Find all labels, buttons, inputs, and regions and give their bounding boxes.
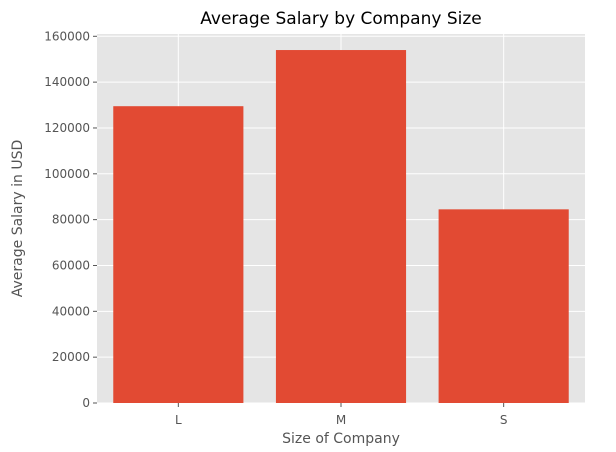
y-tick-label: 160000	[44, 29, 90, 43]
bar-L	[113, 106, 244, 404]
x-axis-title: Size of Company	[282, 431, 400, 447]
x-tick-label: M	[336, 413, 346, 427]
y-tick-label: 40000	[52, 304, 90, 318]
y-tick-label: 60000	[52, 258, 90, 272]
chart-title: Average Salary by Company Size	[200, 9, 481, 29]
bars	[113, 50, 569, 404]
y-tick-label: 120000	[44, 121, 90, 135]
y-tick-label: 140000	[44, 75, 90, 89]
y-tick-label: 0	[82, 396, 90, 410]
y-axis: 0 20000 40000 60000 80000 100000 120000 140000 1…	[44, 29, 97, 410]
bar-S	[438, 209, 569, 403]
bar-M	[275, 50, 407, 403]
y-tick-label: 100000	[44, 167, 90, 181]
x-tick-label: L	[175, 413, 182, 427]
x-tick-label: S	[500, 413, 508, 427]
y-tick-label: 20000	[52, 350, 90, 364]
y-axis-title: Average Salary in USD	[10, 140, 26, 298]
y-tick-label: 80000	[52, 213, 90, 227]
